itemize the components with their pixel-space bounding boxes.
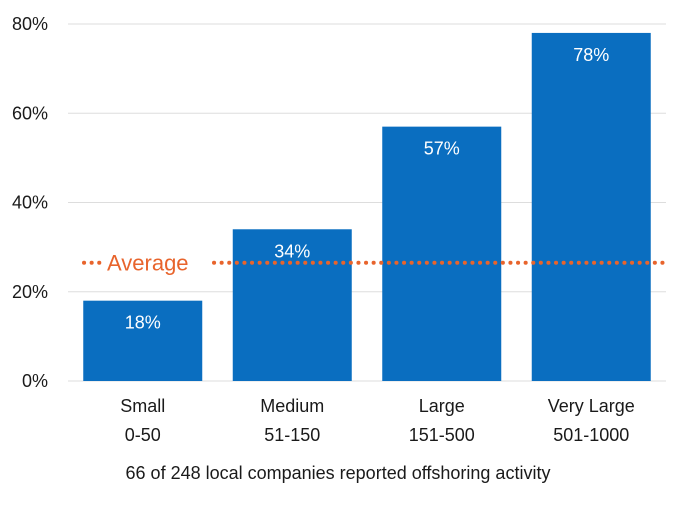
category-label-line2: 151-500 (409, 425, 475, 445)
category-label-line1: Small (120, 396, 165, 416)
y-tick-label: 0% (22, 371, 48, 391)
y-tick-label: 20% (12, 282, 48, 302)
bar (382, 126, 502, 381)
category-label-line1: Very Large (548, 396, 635, 416)
category-label-line2: 51-150 (264, 425, 320, 445)
category-label-line2: 0-50 (125, 425, 161, 445)
y-tick-label: 40% (12, 193, 48, 213)
y-tick-label: 60% (12, 103, 48, 123)
bar-value-label: 34% (274, 241, 310, 261)
category-label-line2: 501-1000 (553, 425, 629, 445)
bar (83, 300, 203, 381)
bar (232, 229, 352, 381)
bar-value-label: 57% (424, 139, 460, 159)
bar-value-label: 18% (125, 313, 161, 333)
y-tick-label: 80% (12, 14, 48, 34)
bar-value-label: 78% (573, 45, 609, 65)
average-label: Average (107, 251, 189, 276)
category-label-line1: Large (419, 396, 465, 416)
average-label-background (100, 246, 208, 277)
chart-caption: 66 of 248 local companies reported offsh… (125, 463, 551, 483)
bar (531, 32, 651, 382)
category-label-line1: Medium (260, 396, 324, 416)
